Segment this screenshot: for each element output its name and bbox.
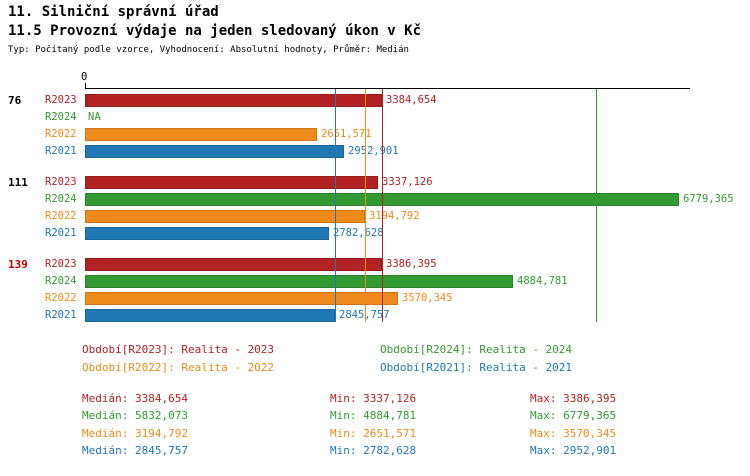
stats-row-r2024: Medián: 5832,073 Min: 4884,781 Max: 6779… (0, 409, 750, 423)
bar-r2023 (85, 176, 378, 189)
stats-row-r2023: Medián: 3384,654 Min: 3337,126 Max: 3386… (0, 392, 750, 406)
bar-r2021 (85, 309, 335, 322)
bar-value-label: 3337,126 (382, 176, 433, 188)
bar-r2021 (85, 145, 344, 158)
stat-min: Min: 2651,571 (330, 427, 417, 440)
median-line-r2023 (382, 89, 383, 322)
bar-value-label: 3386,395 (386, 258, 437, 270)
bar-value-label: 3384,654 (386, 94, 437, 106)
series-label-r2021: R2021 (45, 309, 77, 321)
stat-max: Max: 3386,395 (530, 392, 617, 405)
legend-item-r2022: Období[R2022]: Realita - 2022 (82, 361, 275, 374)
bar-value-label: 2651,571 (321, 128, 372, 140)
bar-r2023 (85, 258, 382, 271)
stat-min: Min: 4884,781 (330, 409, 417, 422)
report-title-line1: 11. Silniční správní úřad (8, 4, 219, 20)
bar-value-label: NA (88, 111, 101, 123)
legend-item-r2024: Období[R2024]: Realita - 2024 (380, 343, 573, 356)
bar-value-label: 3570,345 (402, 292, 453, 304)
bar-r2023 (85, 94, 382, 107)
bar-r2022 (85, 128, 317, 141)
bar-value-label: 2952,901 (348, 145, 399, 157)
median-line-r2024 (596, 89, 597, 322)
legend-item-r2023: Období[R2023]: Realita - 2023 (82, 343, 275, 356)
report-meta-line: Typ: Počítaný podle vzorce, Vyhodnocení:… (8, 45, 409, 55)
report-title-line2: 11.5 Provozní výdaje na jeden sledovaný … (8, 23, 422, 39)
series-label-r2021: R2021 (45, 145, 77, 157)
stat-median: Medián: 2845,757 (82, 444, 188, 457)
series-label-r2023: R2023 (45, 176, 77, 188)
group-label: 76 (8, 94, 22, 107)
bar-r2022 (85, 292, 398, 305)
bar-value-label: 6779,365 (683, 193, 734, 205)
bar-r2024 (85, 275, 513, 288)
bar-value-label: 2782,628 (333, 227, 384, 239)
bar-r2021 (85, 227, 329, 240)
series-label-r2022: R2022 (45, 128, 77, 140)
stat-max: Max: 3570,345 (530, 427, 617, 440)
x-axis-origin-label: 0 (81, 71, 88, 83)
stats-row-r2021: Medián: 2845,757 Min: 2782,628 Max: 2952… (0, 444, 750, 458)
stat-max: Max: 2952,901 (530, 444, 617, 457)
series-label-r2022: R2022 (45, 210, 77, 222)
bar-value-label: 3194,792 (369, 210, 420, 222)
legend-item-r2021: Období[R2021]: Realita - 2021 (380, 361, 573, 374)
group-label: 139 (8, 258, 28, 271)
stat-median: Medián: 3194,792 (82, 427, 188, 440)
stat-median: Medián: 5832,073 (82, 409, 188, 422)
bar-value-label: 4884,781 (517, 275, 568, 287)
series-label-r2024: R2024 (45, 193, 77, 205)
series-label-r2024: R2024 (45, 111, 77, 123)
series-label-r2023: R2023 (45, 94, 77, 106)
median-line-r2021 (335, 89, 336, 322)
stat-min: Min: 3337,126 (330, 392, 417, 405)
stat-median: Medián: 3384,654 (82, 392, 188, 405)
stat-min: Min: 2782,628 (330, 444, 417, 457)
x-axis-tick (85, 83, 86, 88)
stat-max: Max: 6779,365 (530, 409, 617, 422)
median-line-r2022 (365, 89, 366, 322)
group-label: 111 (8, 176, 28, 189)
bar-r2022 (85, 210, 365, 223)
series-label-r2022: R2022 (45, 292, 77, 304)
bar-value-label: 2845,757 (339, 309, 390, 322)
x-axis-line (85, 88, 690, 89)
series-label-r2024: R2024 (45, 275, 77, 287)
series-label-r2021: R2021 (45, 227, 77, 239)
series-label-r2023: R2023 (45, 258, 77, 270)
stats-row-r2022: Medián: 3194,792 Min: 2651,571 Max: 3570… (0, 427, 750, 441)
